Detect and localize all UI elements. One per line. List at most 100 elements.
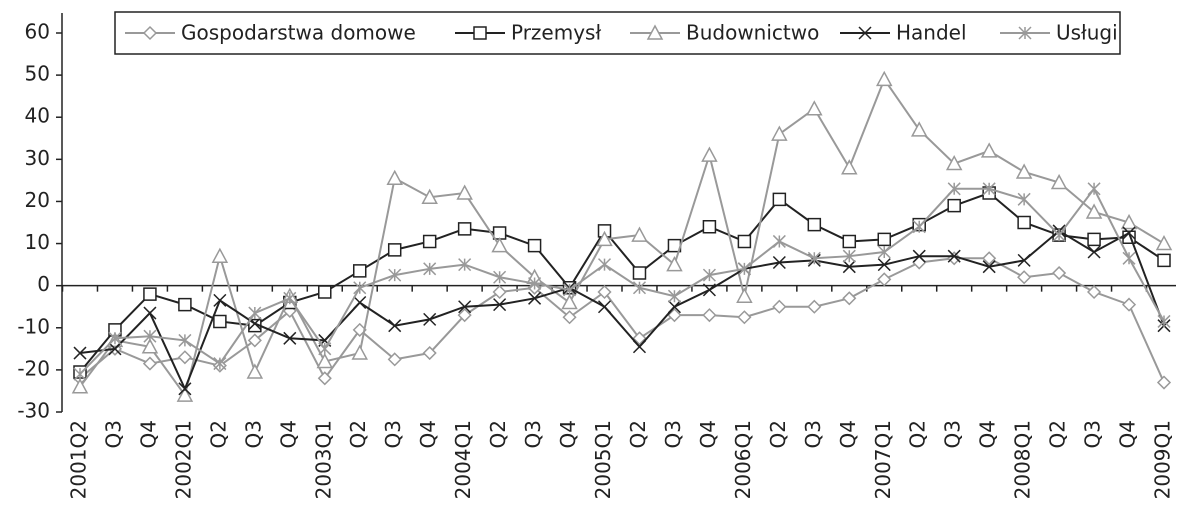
data-point [1087,182,1101,196]
data-point [982,251,997,266]
legend-marker [142,25,158,41]
data-point [492,284,507,300]
data-point [387,352,402,367]
data-point [632,266,647,280]
data-point [597,300,612,314]
y-tick-label: 60 [25,20,50,44]
data-point [980,142,998,158]
x-tick-label: Q2 [766,420,790,448]
data-point [702,219,717,234]
legend-label: Handel [896,21,967,45]
data-point [666,256,683,272]
x-tick-label: Q4 [136,420,160,448]
x-tick-label: 2004Q1 [451,420,475,499]
data-point [1052,265,1067,281]
data-point [772,255,786,270]
data-point [772,192,787,207]
data-point [246,363,264,379]
x-tick-label: 2003Q1 [311,420,335,499]
x-tick-label: Q4 [1116,420,1140,448]
data-point [456,184,473,200]
data-point [213,357,227,371]
data-point [702,308,717,323]
data-point [421,188,438,204]
x-tick-label: Q4 [556,420,580,448]
data-point [841,159,858,175]
y-tick-label: 0 [37,272,50,296]
x-tick-label: Q3 [241,420,265,448]
data-point [387,243,402,257]
y-tick-label: -20 [17,356,50,380]
x-tick-label: Q4 [976,420,1000,448]
data-point [877,272,892,287]
data-point [807,299,822,314]
data-point [1122,251,1136,265]
data-point [1017,215,1031,230]
series-line [79,77,1165,398]
data-point [457,308,472,323]
data-point [422,345,437,361]
data-point [528,291,542,305]
data-point [737,262,751,276]
data-point [352,322,367,337]
data-point [912,220,926,234]
legend-label: Usługi [1056,21,1118,45]
data-point [493,298,507,312]
x-tick-label: Q3 [941,420,965,448]
data-point [877,232,892,247]
data-point [876,70,893,87]
data-point [423,312,437,326]
data-point [71,378,89,394]
data-point [388,319,402,333]
data-point [842,260,856,274]
data-point [842,234,857,249]
data-point [108,342,122,356]
data-point [143,306,157,320]
data-point [108,331,122,345]
data-point [318,285,332,299]
data-point [1085,203,1103,219]
x-tick-label: 2002Q1 [171,420,195,499]
data-point [213,293,227,307]
data-point [842,291,857,306]
data-point [945,154,963,171]
data-point [178,333,192,347]
data-point [352,264,367,278]
data-point [1155,234,1173,251]
data-point [527,238,542,253]
legend-marker [473,26,487,40]
x-tick-label: Q3 [1081,420,1105,448]
data-point [178,382,192,396]
legend-marker [858,26,872,40]
data-point [982,182,996,196]
data-point [877,245,891,259]
x-tick-label: Q2 [626,420,650,448]
data-point [667,289,681,303]
data-point [1120,213,1138,230]
data-point [283,291,297,305]
x-tick-label: Q2 [346,420,370,448]
data-point [143,287,157,301]
data-point [491,237,508,253]
data-point [528,277,542,291]
data-point [141,338,159,354]
x-tick-label: Q4 [416,420,440,448]
data-point [1017,192,1031,206]
x-tick-label: Q3 [521,420,545,448]
data-point [910,121,928,137]
data-point [563,283,577,297]
data-point [423,262,437,276]
y-tick-label: 20 [25,188,50,212]
x-tick-label: Q2 [206,420,230,448]
x-tick-label: 2006Q1 [731,420,755,499]
data-point [143,329,157,343]
data-point [318,342,332,356]
x-tick-label: Q2 [486,420,510,448]
legend-label: Gospodarstwa domowe [181,21,416,45]
x-tick-label: Q3 [801,420,825,448]
data-point [632,281,647,295]
data-point [458,258,472,272]
data-point [632,331,647,346]
legend-marker [1018,26,1032,40]
